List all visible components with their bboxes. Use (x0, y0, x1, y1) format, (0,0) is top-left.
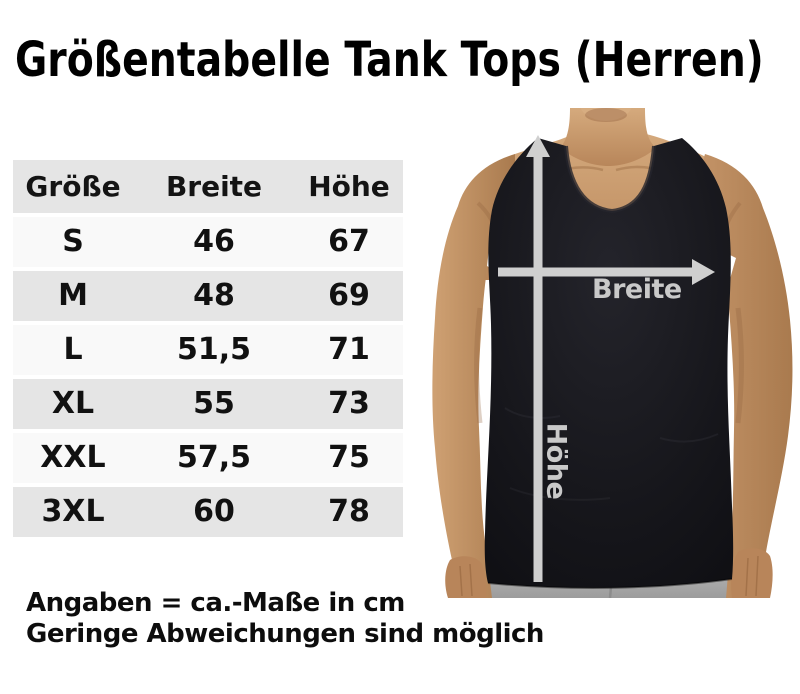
cell-width: 46 (193, 224, 235, 259)
tank-top-model-illustration (432, 108, 793, 598)
model-left-hand (445, 556, 487, 598)
column-header-height: Höhe (308, 170, 390, 203)
model-left-arm (432, 154, 515, 598)
table-row: XXL 57,5 75 (13, 433, 403, 483)
cell-height: 75 (328, 440, 370, 475)
model-chin (580, 108, 632, 121)
tank-wrinkle-1 (504, 407, 561, 419)
table-row: XL 55 73 (13, 379, 403, 429)
column-header-width: Breite (165, 170, 263, 203)
right-hand-finger-lines (745, 555, 759, 597)
model-right-hand (731, 548, 773, 598)
size-table: Größe Breite Höhe S 46 67 M 48 69 L 51,5… (13, 160, 403, 541)
cell-width: 60 (193, 494, 235, 529)
right-arm-muscle-shade (735, 307, 744, 424)
tank-neckline-binding (564, 145, 656, 214)
model-right-arm (698, 154, 793, 598)
footer-note-line1: Angaben = ca.-Maße in cm (26, 588, 405, 618)
cell-height: 69 (328, 278, 370, 313)
left-hand-finger-lines (459, 563, 473, 597)
tank-wrinkle-2 (659, 433, 719, 443)
tank-top-shape (484, 138, 734, 588)
column-header-size: Größe (25, 170, 121, 203)
cell-size: XL (51, 386, 95, 421)
footer-note: Angaben = ca.-Maße in cm Geringe Abweich… (26, 588, 544, 650)
cell-height: 67 (328, 224, 370, 259)
cell-height: 71 (328, 332, 370, 367)
cell-size: M (58, 278, 88, 313)
cell-size: XXL (40, 440, 106, 475)
table-row: S 46 67 (13, 217, 403, 267)
cell-width: 51,5 (176, 332, 252, 367)
table-row: M 48 69 (13, 271, 403, 321)
width-arrow-label: Breite (592, 274, 682, 305)
cell-width: 48 (193, 278, 235, 313)
left-arm-muscle-shade (474, 307, 483, 424)
model-photo: Breite Höhe (420, 108, 800, 598)
cell-width: 55 (193, 386, 235, 421)
table-row: 3XL 60 78 (13, 487, 403, 537)
cell-size: L (63, 332, 83, 367)
chin-shadow (585, 108, 627, 122)
page-title: Größentabelle Tank Tops (Herren) (15, 32, 764, 88)
width-arrow (498, 259, 715, 285)
height-arrow (526, 135, 550, 582)
tank-wrinkle-3 (509, 487, 611, 501)
cell-height: 73 (328, 386, 370, 421)
cell-height: 78 (328, 494, 370, 529)
height-arrow-label: Höhe (540, 422, 572, 500)
cell-size: S (62, 224, 84, 259)
footer-note-line2: Geringe Abweichungen sind möglich (26, 619, 544, 649)
table-row: L 51,5 71 (13, 325, 403, 375)
model-neck-skin (560, 108, 656, 166)
cell-width: 57,5 (176, 440, 252, 475)
cell-size: 3XL (41, 494, 105, 529)
tank-hem-shadow (487, 578, 733, 589)
table-header-row: Größe Breite Höhe (13, 160, 403, 213)
